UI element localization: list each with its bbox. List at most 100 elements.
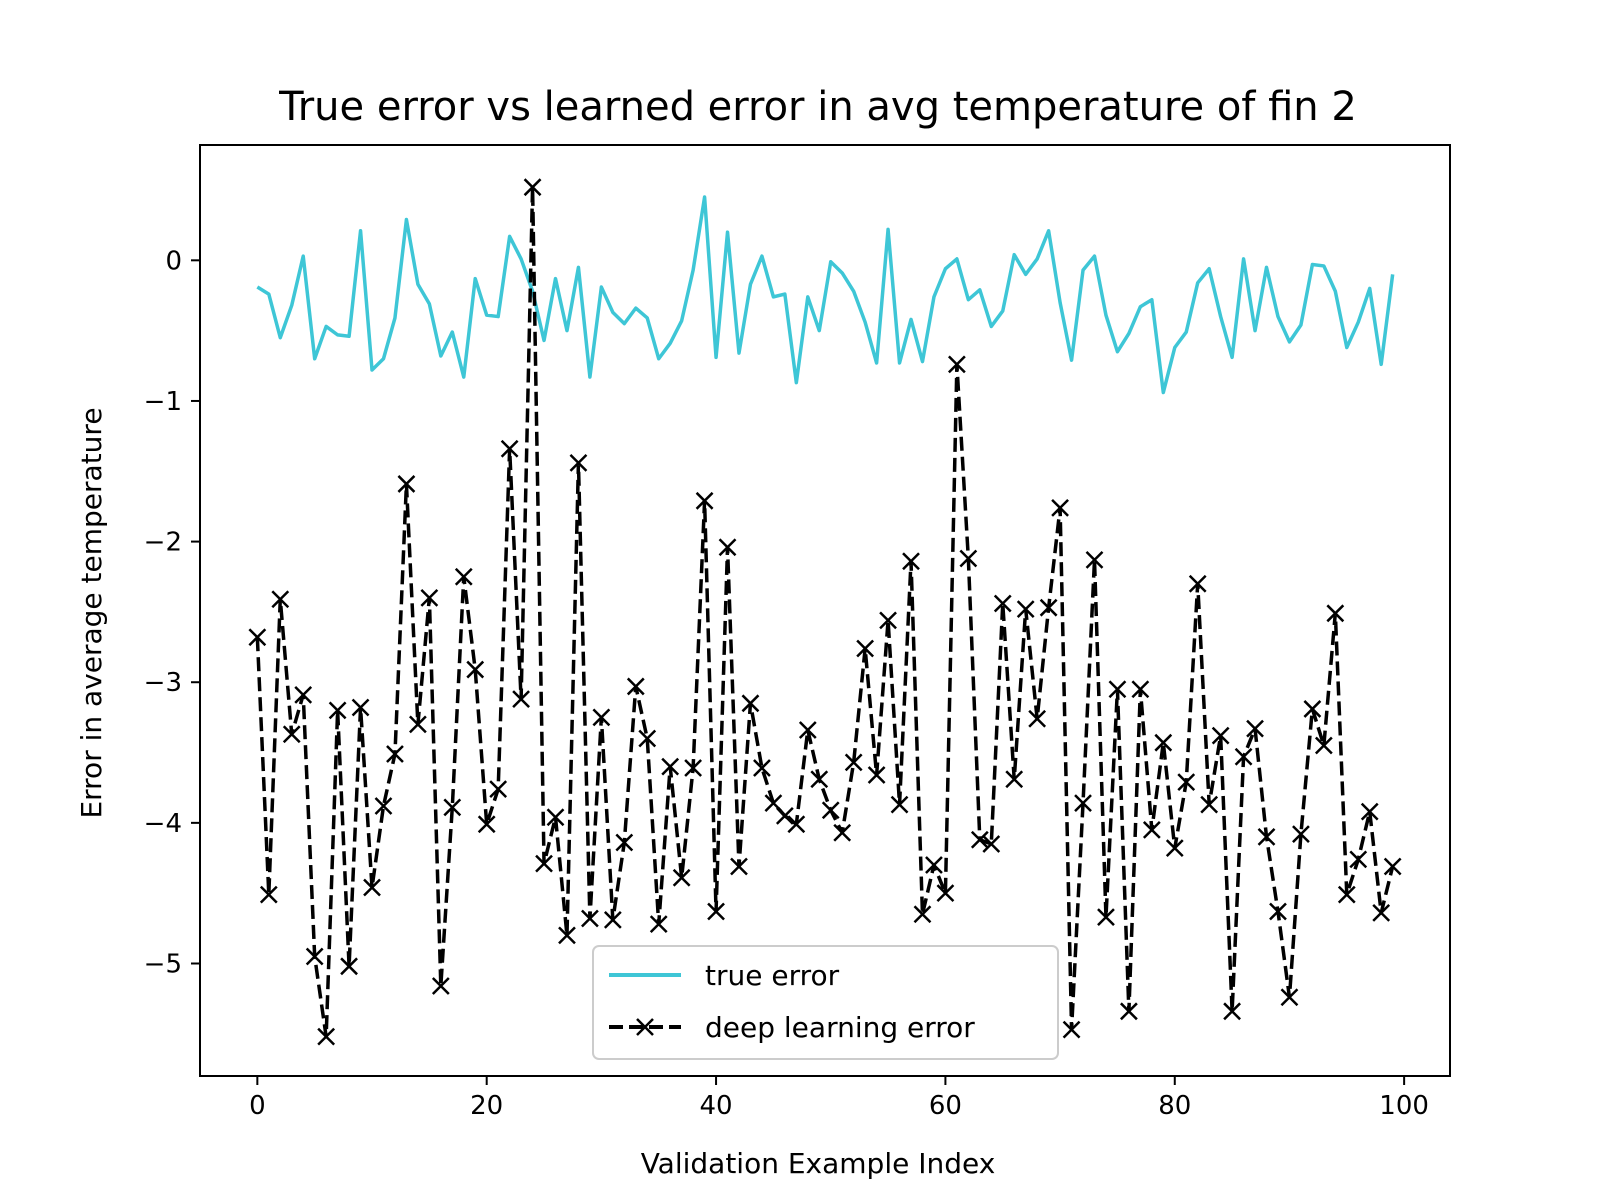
legend-box	[592, 945, 1059, 1060]
deep-learning-error-marker	[386, 745, 404, 763]
deep-learning-error-marker	[1269, 902, 1287, 921]
deep-learning-error-marker	[672, 868, 691, 887]
deep-learning-error-marker	[1188, 574, 1207, 593]
deep-learning-error-marker	[775, 806, 794, 825]
deep-learning-error-marker	[890, 795, 909, 814]
deep-learning-error-marker	[867, 766, 886, 784]
deep-learning-error-marker	[592, 708, 611, 727]
y-tick-label: −4	[144, 809, 182, 839]
deep-learning-error-marker	[466, 660, 485, 679]
y-tick-label: −2	[144, 528, 182, 558]
x-tick-label: 0	[249, 1091, 266, 1121]
deep-learning-error-marker	[902, 552, 920, 571]
deep-learning-error-marker	[351, 698, 370, 717]
deep-learning-error-marker	[833, 823, 852, 842]
deep-learning-error-marker	[1074, 794, 1092, 813]
deep-learning-error-marker	[970, 830, 989, 849]
deep-learning-error-marker	[1303, 700, 1322, 718]
x-tick-label: 60	[929, 1091, 962, 1121]
y-tick-label: −3	[144, 668, 182, 698]
deep-learning-error-marker	[259, 885, 278, 904]
deep-learning-error-marker	[1108, 680, 1127, 699]
deep-learning-error-marker	[856, 639, 875, 658]
y-tick-label: −5	[144, 949, 182, 979]
deep-learning-error-marker	[363, 878, 381, 897]
deep-learning-error-marker	[936, 884, 955, 903]
deep-learning-error-marker	[753, 759, 771, 777]
deep-learning-error-marker	[913, 905, 932, 924]
deep-learning-error-marker	[1039, 598, 1058, 617]
deep-learning-error-marker	[993, 594, 1012, 613]
deep-learning-error-marker	[558, 926, 576, 945]
deep-learning-error-marker	[581, 909, 599, 928]
deep-learning-error-marker	[1383, 857, 1402, 876]
deep-learning-error-marker	[454, 567, 473, 586]
deep-learning-error-marker	[397, 475, 416, 493]
deep-learning-error-marker	[1165, 839, 1184, 858]
deep-learning-error-marker	[1360, 802, 1379, 821]
deep-learning-error-marker	[1257, 828, 1276, 846]
deep-learning-error-marker	[443, 798, 462, 817]
deep-learning-error-marker	[477, 815, 496, 834]
legend-label-true-error: true error	[705, 959, 840, 992]
deep-learning-error-marker	[431, 977, 450, 995]
deep-learning-error-marker	[1131, 680, 1150, 699]
deep-learning-error-marker	[546, 808, 565, 827]
deep-learning-error-marker	[925, 856, 943, 874]
y-axis: 0 −1 −2 −3 −4 −5	[144, 246, 200, 979]
deep-learning-error-marker	[741, 694, 760, 713]
deep-learning-error-marker	[1005, 770, 1024, 789]
deep-learning-error-marker	[821, 801, 840, 820]
x-tick-label: 80	[1158, 1091, 1191, 1121]
deep-learning-error-marker	[1223, 1002, 1241, 1021]
deep-learning-error-marker	[1016, 600, 1035, 618]
deep-learning-error-marker	[615, 833, 634, 852]
deep-learning-error-marker	[1051, 498, 1069, 517]
deep-learning-error-marker	[1097, 908, 1115, 926]
deep-learning-error-marker	[661, 757, 680, 776]
deep-learning-error-marker	[1349, 850, 1368, 869]
deep-learning-error-marker	[1246, 719, 1264, 738]
deep-learning-error-marker	[1200, 795, 1219, 814]
plot-frame	[199, 144, 1451, 1077]
deep-learning-error-marker	[810, 770, 829, 789]
deep-learning-error-marker	[649, 915, 668, 933]
deep-learning-error-marker	[282, 725, 301, 744]
legend: true error deep learning error	[592, 945, 1059, 1060]
legend-label-deep-learning-error: deep learning error	[705, 1011, 975, 1044]
deep-learning-error-marker	[879, 611, 897, 630]
y-tick-label: −1	[144, 387, 182, 417]
chart-title: True error vs learned error in avg tempe…	[278, 84, 1357, 130]
deep-learning-error-marker	[1234, 747, 1253, 766]
y-tick-label: 0	[165, 246, 182, 276]
x-tick-label: 40	[700, 1091, 733, 1121]
deep-learning-error-marker	[535, 854, 553, 873]
deep-learning-error-marker	[317, 1027, 336, 1046]
deep-learning-error-marker	[798, 721, 817, 739]
deep-learning-error-marker	[1326, 604, 1345, 623]
deep-learning-error-marker	[1337, 885, 1356, 904]
deep-learning-error-marker	[1154, 733, 1173, 752]
deep-learning-error-marker	[603, 911, 622, 929]
deep-learning-error-marker	[328, 701, 347, 720]
y-axis-label: Error in average temperature	[75, 407, 108, 818]
deep-learning-error-marker	[248, 628, 267, 647]
deep-learning-error-marker	[523, 178, 542, 197]
deep-learning-error-marker	[638, 729, 657, 748]
deep-learning-error-marker	[512, 690, 530, 708]
deep-learning-error-marker	[684, 759, 703, 777]
deep-learning-error-marker	[1314, 736, 1333, 755]
x-tick-label: 20	[470, 1091, 503, 1121]
series-line-true-error	[256, 195, 1395, 395]
deep-learning-error-marker	[409, 715, 427, 734]
deep-learning-error-marker	[844, 753, 863, 772]
deep-learning-error-marker	[489, 780, 508, 798]
deep-learning-error-marker	[982, 835, 1001, 853]
deep-learning-error-marker	[420, 588, 439, 607]
deep-learning-error-marker	[695, 491, 714, 510]
deep-learning-error-marker	[374, 797, 393, 815]
deep-learning-error-marker	[500, 439, 519, 458]
deep-learning-error-marker	[959, 549, 978, 568]
series-line-deep-learning-error	[255, 185, 1395, 1039]
